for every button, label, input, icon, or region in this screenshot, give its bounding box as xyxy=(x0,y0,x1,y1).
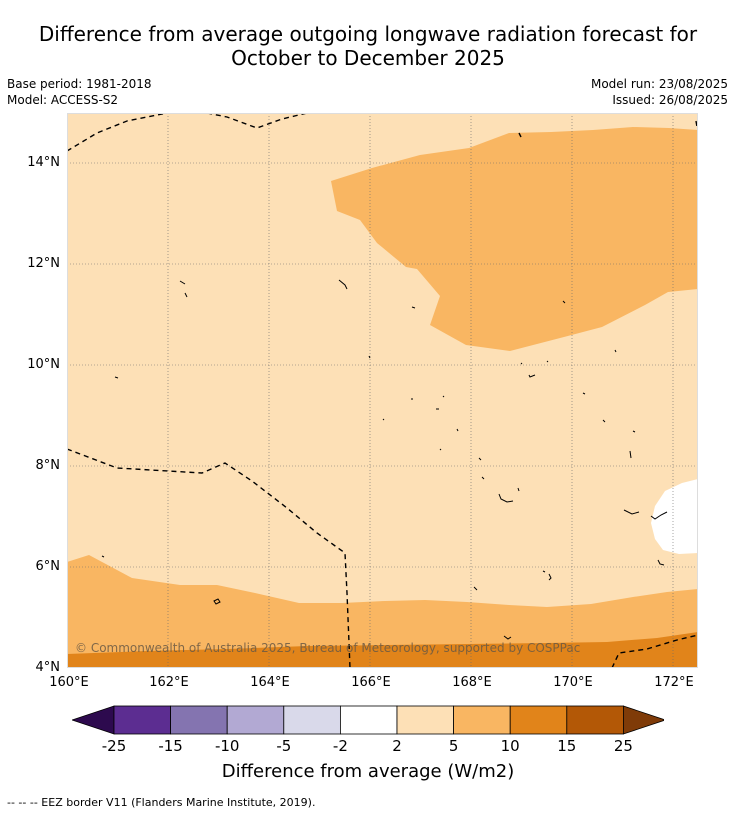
colorbar xyxy=(72,705,664,735)
colorbar-extend-high xyxy=(623,705,664,735)
colorbar-label: 15 xyxy=(557,737,577,755)
colorbar-label: 10 xyxy=(500,737,520,755)
issued-date: Issued: 26/08/2025 xyxy=(612,93,728,107)
colorbar-extend-low xyxy=(72,705,115,735)
x-tick-164e: 164°E xyxy=(250,675,290,690)
base-period: Base period: 1981-2018 xyxy=(7,77,152,91)
gridlines xyxy=(67,113,698,668)
model-name: Model: ACCESS-S2 xyxy=(7,93,119,107)
colorbar-segment-6 xyxy=(396,705,454,735)
y-tick-6n: 6°N xyxy=(35,559,61,574)
colorbar-label: -2 xyxy=(332,737,348,755)
colorbar-label: -25 xyxy=(101,737,127,755)
map-title: Difference from average outgoing longwav… xyxy=(0,22,736,70)
y-tick-4n: 4°N xyxy=(35,660,61,675)
colorbar-segment-4 xyxy=(283,705,341,735)
model-run: Model run: 23/08/2025 xyxy=(590,77,728,91)
colorbar-segment-9 xyxy=(566,705,624,735)
map-frame xyxy=(67,113,698,668)
colorbar-segment-8 xyxy=(509,705,568,735)
colorbar-label: -15 xyxy=(158,737,183,755)
colorbar-label: 5 xyxy=(448,737,459,755)
y-tick-8n: 8°N xyxy=(35,458,61,473)
colorbar-segment-1 xyxy=(113,705,171,735)
colorbar-segment-3 xyxy=(226,705,285,735)
colorbar-title: Difference from average (W/m2) xyxy=(221,761,515,782)
y-tick-10n: 10°N xyxy=(27,357,60,372)
colorbar-segments xyxy=(72,705,664,735)
colorbar-label: 25 xyxy=(613,737,633,755)
x-tick-170e: 170°E xyxy=(553,675,593,690)
x-tick-172e: 172°E xyxy=(654,675,694,690)
eez-legend: -- -- -- EEZ border V11 (Flanders Marine… xyxy=(7,796,316,809)
eez-borders xyxy=(67,113,698,668)
title-line-2: October to December 2025 xyxy=(231,46,505,70)
title-line-1: Difference from average outgoing longwav… xyxy=(38,22,698,46)
colorbar-label: 2 xyxy=(392,737,402,755)
x-tick-168e: 168°E xyxy=(452,675,492,690)
region-neutral xyxy=(651,479,698,554)
x-tick-166e: 166°E xyxy=(351,675,391,690)
colorbar-segment-5 xyxy=(339,705,398,735)
colorbar-segment-2 xyxy=(170,705,228,735)
colorbar-label: -10 xyxy=(214,737,240,755)
meta-right: Model run: 23/08/2025 Issued: 26/08/2025 xyxy=(591,76,728,108)
map-panel xyxy=(67,113,698,668)
copyright-watermark: © Commonwealth of Australia 2025, Bureau… xyxy=(75,641,581,655)
y-tick-12n: 12°N xyxy=(27,256,60,271)
meta-left: Base period: 1981-2018 Model: ACCESS-S2 xyxy=(7,76,152,108)
y-tick-14n: 14°N xyxy=(27,155,60,170)
region-10-to-15 xyxy=(67,632,698,668)
colorbar-segment-7 xyxy=(453,705,511,735)
colorbar-label: -5 xyxy=(276,737,292,755)
islands xyxy=(101,279,668,640)
x-tick-162e: 162°E xyxy=(149,675,189,690)
region-5-to-10-south xyxy=(67,555,698,668)
map-svg xyxy=(67,113,698,668)
region-5-to-10-north xyxy=(331,127,698,351)
x-tick-160e: 160°E xyxy=(49,675,89,690)
